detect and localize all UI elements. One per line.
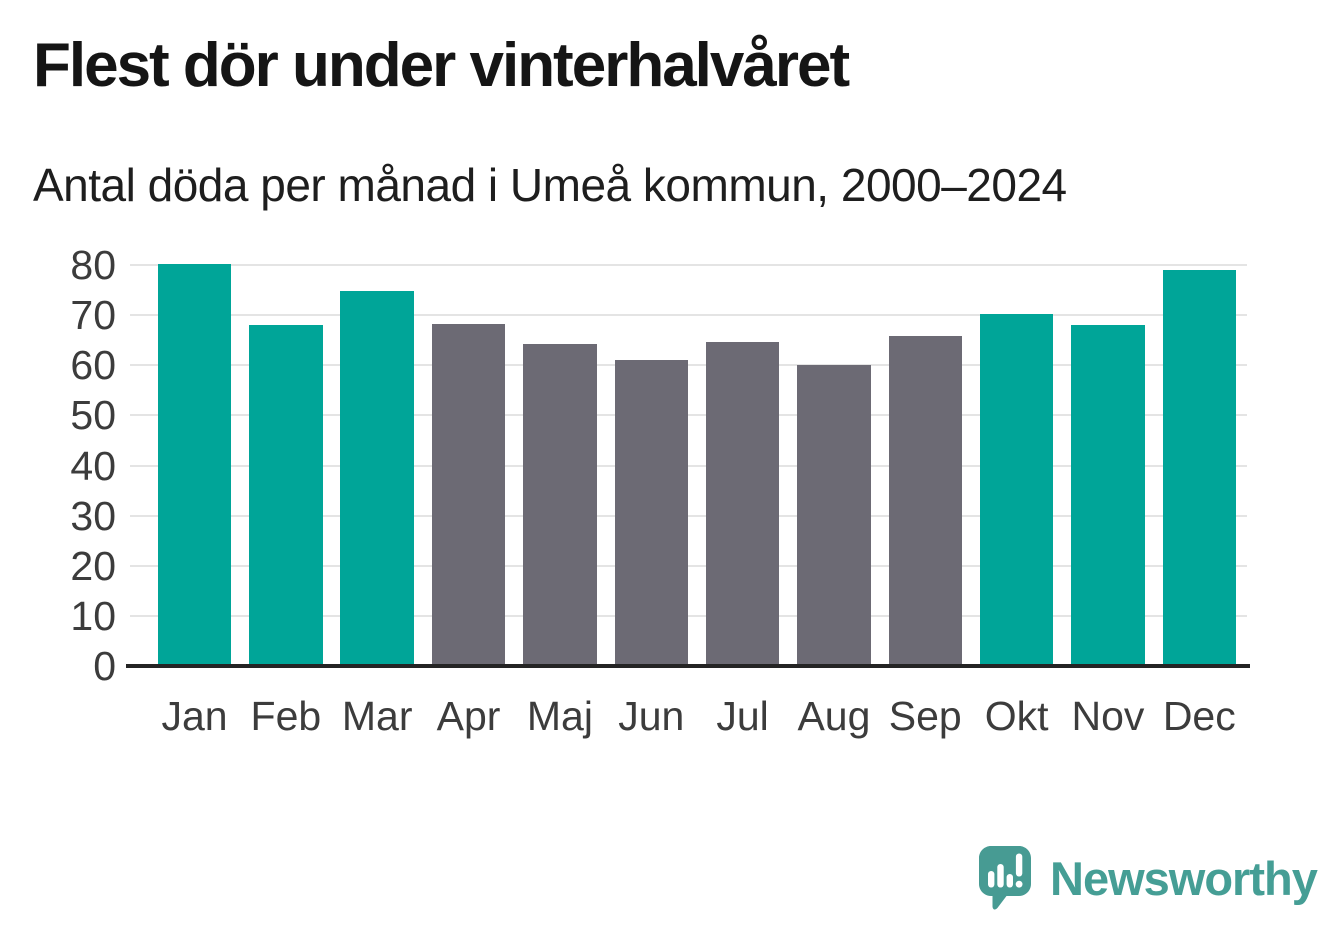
- x-tick-label-aug: Aug: [797, 693, 871, 739]
- gridline-60: [130, 364, 1247, 367]
- bar-dec: [1162, 270, 1237, 666]
- bar-sep: [888, 336, 963, 666]
- y-tick-label-80: 80: [70, 242, 116, 288]
- gridline-10: [130, 614, 1247, 617]
- bar-maj: [523, 344, 597, 666]
- y-tick-label-0: 0: [93, 643, 116, 689]
- x-tick-label-dec: Dec: [1162, 693, 1236, 739]
- bar-jun: [614, 359, 688, 666]
- chart-subtitle: Antal döda per månad i Umeå kommun, 2000…: [33, 159, 1067, 211]
- y-tick-label-50: 50: [70, 392, 116, 439]
- bar-mar: [340, 291, 414, 666]
- x-tick-label-sep: Sep: [888, 693, 962, 739]
- y-tick-label-60: 60: [70, 342, 116, 389]
- x-tick-label-mar: Mar: [341, 693, 413, 739]
- logo-bar-1: [988, 871, 995, 888]
- plot-area: [126, 264, 1250, 668]
- bar-aug: [797, 365, 871, 666]
- y-tick-label-10: 10: [70, 592, 116, 639]
- newsworthy-speech-bubble-bar-chart-icon: [979, 846, 1031, 910]
- gridline-70: [130, 314, 1247, 317]
- logo-exclamation-dot: [1015, 880, 1023, 888]
- x-tick-label-jun: Jun: [618, 693, 685, 739]
- logo-bar-3: [1006, 874, 1013, 888]
- gridline-40: [130, 464, 1247, 467]
- bar-jan: [157, 264, 232, 666]
- x-tick-label-okt: Okt: [984, 693, 1049, 739]
- x-tick-label-nov: Nov: [1071, 693, 1145, 739]
- y-tick-label-70: 70: [70, 292, 116, 339]
- brand-footer: Newsworthy: [978, 845, 1318, 912]
- bar-feb: [249, 325, 323, 666]
- x-tick-label-jan: Jan: [161, 693, 228, 739]
- gridline-50: [130, 414, 1247, 417]
- x-axis-line: [126, 664, 1250, 668]
- gridline-80: [130, 264, 1247, 266]
- x-tick-label-apr: Apr: [436, 693, 501, 739]
- logo-exclamation-bar: [1015, 853, 1023, 877]
- chart-title: Flest dör under vinterhalvåret: [33, 31, 850, 100]
- gridline-20: [130, 564, 1247, 567]
- bar-jul: [705, 342, 780, 666]
- y-tick-label-20: 20: [70, 542, 116, 589]
- logo-bar-2: [997, 864, 1004, 888]
- x-tick-label-feb: Feb: [250, 693, 322, 739]
- y-tick-label-40: 40: [70, 442, 116, 489]
- x-axis: Jan Feb Mar Apr Maj Jun Jul Aug Sep Okt Nov Dec: [130, 686, 1247, 746]
- bar-apr: [431, 323, 506, 666]
- y-tick-label-30: 30: [70, 492, 116, 539]
- bar-okt: [979, 313, 1054, 666]
- gridline-30: [130, 514, 1247, 517]
- x-tick-label-maj: Maj: [526, 693, 593, 739]
- bar-nov: [1071, 325, 1145, 666]
- brand-name: Newsworthy: [1050, 852, 1318, 905]
- x-tick-label-jul: Jul: [716, 693, 769, 739]
- y-axis: 0 10 20 30 40 50 60 70 80: [0, 242, 116, 689]
